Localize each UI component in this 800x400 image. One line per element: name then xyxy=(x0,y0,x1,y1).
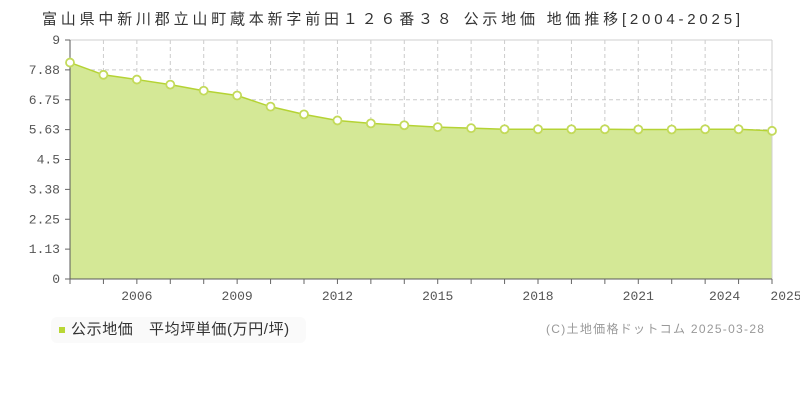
svg-text:2006: 2006 xyxy=(121,289,152,304)
svg-text:2009: 2009 xyxy=(222,289,253,304)
svg-text:2012: 2012 xyxy=(322,289,353,304)
svg-text:0: 0 xyxy=(52,272,60,287)
svg-text:1.13: 1.13 xyxy=(29,242,60,257)
svg-text:6.75: 6.75 xyxy=(29,93,60,108)
svg-text:2.25: 2.25 xyxy=(29,212,60,227)
svg-text:2018: 2018 xyxy=(522,289,553,304)
svg-text:9: 9 xyxy=(52,33,60,48)
svg-text:2021: 2021 xyxy=(623,289,654,304)
svg-text:3.38: 3.38 xyxy=(29,182,60,197)
svg-text:2024: 2024 xyxy=(709,289,740,304)
svg-text:5.63: 5.63 xyxy=(29,123,60,138)
svg-text:2015: 2015 xyxy=(422,289,453,304)
svg-text:2025: 2025 xyxy=(770,289,800,304)
svg-text:4.5: 4.5 xyxy=(37,153,60,168)
svg-text:7.88: 7.88 xyxy=(29,63,60,78)
